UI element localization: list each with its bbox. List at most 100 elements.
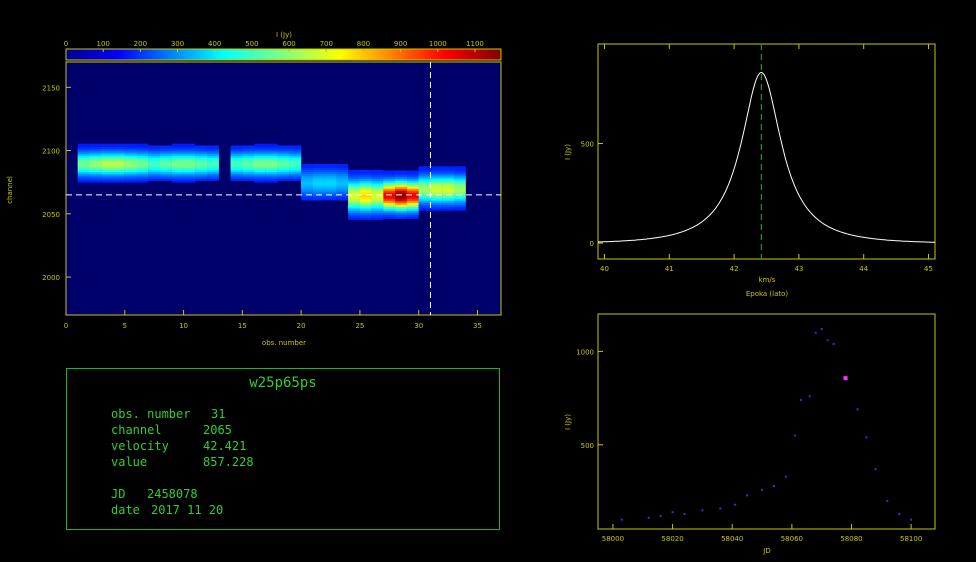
spectrum-x-label: Epoka (lato) — [746, 290, 789, 298]
heatmap-cell — [148, 173, 161, 178]
heatmap-cell — [124, 145, 137, 150]
heatmap-cell — [359, 183, 372, 188]
heatmap-cell — [336, 163, 349, 169]
heatmap-cell — [124, 143, 137, 148]
heatmap-cell — [89, 143, 102, 148]
heatmap-cell — [277, 159, 290, 164]
colorbar-tick-label: 800 — [357, 40, 370, 48]
timeseries-points — [620, 327, 913, 521]
heatmap-cell — [254, 159, 266, 164]
heatmap-cell — [453, 166, 466, 171]
heatmap-cell — [171, 145, 184, 150]
heatmap-cell — [136, 159, 149, 164]
heatmap-cells — [77, 143, 466, 220]
spectrum-x-tick-label: 41 — [665, 265, 674, 273]
obs-number-value: 31 — [211, 407, 226, 421]
heatmap-cell — [418, 166, 431, 171]
timeseries-point — [874, 468, 877, 471]
colorbar: I (Jy) 0 100 200 300 400 500 600 700 800 900 1000 1… — [64, 31, 502, 61]
heatmap-y-tick-label: 2150 — [42, 84, 60, 92]
colorbar-tick-label: 0 — [64, 40, 68, 48]
heatmap-cell — [183, 145, 196, 150]
spectrum-y-label: I (Jy) — [564, 144, 572, 160]
heatmap-cell — [359, 174, 372, 179]
heatmap-cell — [265, 173, 278, 178]
heatmap-x-label: obs. number — [262, 339, 306, 347]
spectrum-y-tick-label: 0 — [590, 240, 594, 248]
heatmap-cell — [77, 159, 90, 164]
timeseries-x-tick-label: 58020 — [661, 535, 683, 543]
colorbar-tick-label: 300 — [171, 40, 184, 48]
heatmap-cell — [277, 145, 290, 150]
heatmap-cell — [101, 173, 114, 178]
heatmap-cell — [136, 145, 149, 150]
heatmap-cell — [359, 169, 372, 175]
spectrum-x-tick-label: 44 — [859, 265, 868, 273]
heatmap-cell — [242, 173, 255, 178]
colorbar-tick-label: 100 — [96, 40, 109, 48]
heatmap-cell — [254, 143, 266, 148]
heatmap-cell — [124, 173, 137, 178]
spectrum-chart: 40 41 42 43 44 45 0 500 km/s Epoka (lato) I (J… — [564, 43, 936, 298]
timeseries-y-tick-label: 1000 — [576, 348, 594, 356]
info-panel-title: w25p65ps — [249, 375, 317, 391]
heatmap-cell — [113, 159, 125, 164]
timeseries-highlight-point — [843, 376, 848, 381]
value-value: 857.228 — [203, 455, 254, 469]
heatmap-cell — [371, 169, 384, 175]
obs-number-label: obs. number — [111, 407, 191, 421]
heatmap-y-tick-label: 2000 — [42, 274, 60, 282]
timeseries-point — [701, 509, 704, 512]
heatmap-cell — [124, 159, 137, 164]
timeseries-point — [772, 485, 775, 487]
heatmap-cell — [77, 145, 90, 150]
timeseries-point — [671, 511, 674, 514]
heatmap-chart: 0 5 10 15 20 25 30 35 2000 2050 2100 2150 obs. num… — [6, 61, 502, 347]
colorbar-tick-label: 700 — [320, 40, 333, 48]
heatmap-cell — [101, 145, 114, 150]
jd-value: 2458078 — [147, 487, 198, 501]
heatmap-cell — [348, 169, 360, 175]
heatmap-x-tick-label: 15 — [238, 322, 247, 330]
spectrum-x-ticks: 40 41 42 43 44 45 — [600, 44, 933, 273]
timeseries-x-tick-label: 58080 — [840, 535, 862, 543]
heatmap-cell — [277, 173, 290, 178]
heatmap-cell — [113, 143, 125, 148]
timeseries-point — [784, 475, 787, 478]
heatmap-cell — [195, 145, 208, 150]
timeseries-point — [734, 503, 737, 506]
heatmap-cell — [242, 145, 255, 150]
spectrum-y-ticks: 0 500 — [581, 141, 603, 248]
timeseries-point — [820, 327, 823, 330]
heatmap-cell — [207, 159, 219, 164]
heatmap-cell — [89, 173, 102, 178]
heatmap-cell — [136, 173, 149, 178]
info-panel: w25p65ps obs. number 31 channel 2065 veloc… — [66, 368, 500, 530]
timeseries-frame — [597, 313, 936, 530]
heatmap-cell — [395, 170, 407, 175]
colorbar-tick-label: 600 — [282, 40, 295, 48]
channel-row: channel 2065 — [111, 423, 232, 437]
spectrum-unit-label: km/s — [759, 276, 776, 284]
timeseries-point — [719, 507, 722, 510]
timeseries-point — [808, 395, 811, 398]
spectrum-x-tick-label: 45 — [924, 265, 933, 273]
heatmap-cell — [195, 173, 208, 178]
timeseries-chart: 58000 58020 58040 58060 58080 58100 500 1000 J… — [564, 313, 936, 555]
date-row: date 2017 11 20 — [111, 503, 223, 517]
heatmap-cell — [289, 159, 302, 164]
timeseries-x-tick-label: 58040 — [721, 535, 743, 543]
heatmap-x-tick-label: 0 — [64, 322, 68, 330]
heatmap-cell — [430, 166, 443, 171]
date-value: 2017 11 20 — [151, 503, 224, 517]
heatmap-cell — [89, 159, 102, 164]
spectrum-x-tick-label: 40 — [600, 265, 609, 273]
heatmap-cell — [89, 145, 102, 150]
colorbar-tick-label: 400 — [208, 40, 221, 48]
heatmap-cell — [348, 183, 360, 188]
timeseries-point — [746, 494, 749, 497]
heatmap-y-label: channel — [6, 176, 14, 204]
colorbar-title: I (Jy) — [276, 31, 292, 39]
channel-label: channel — [111, 423, 162, 437]
